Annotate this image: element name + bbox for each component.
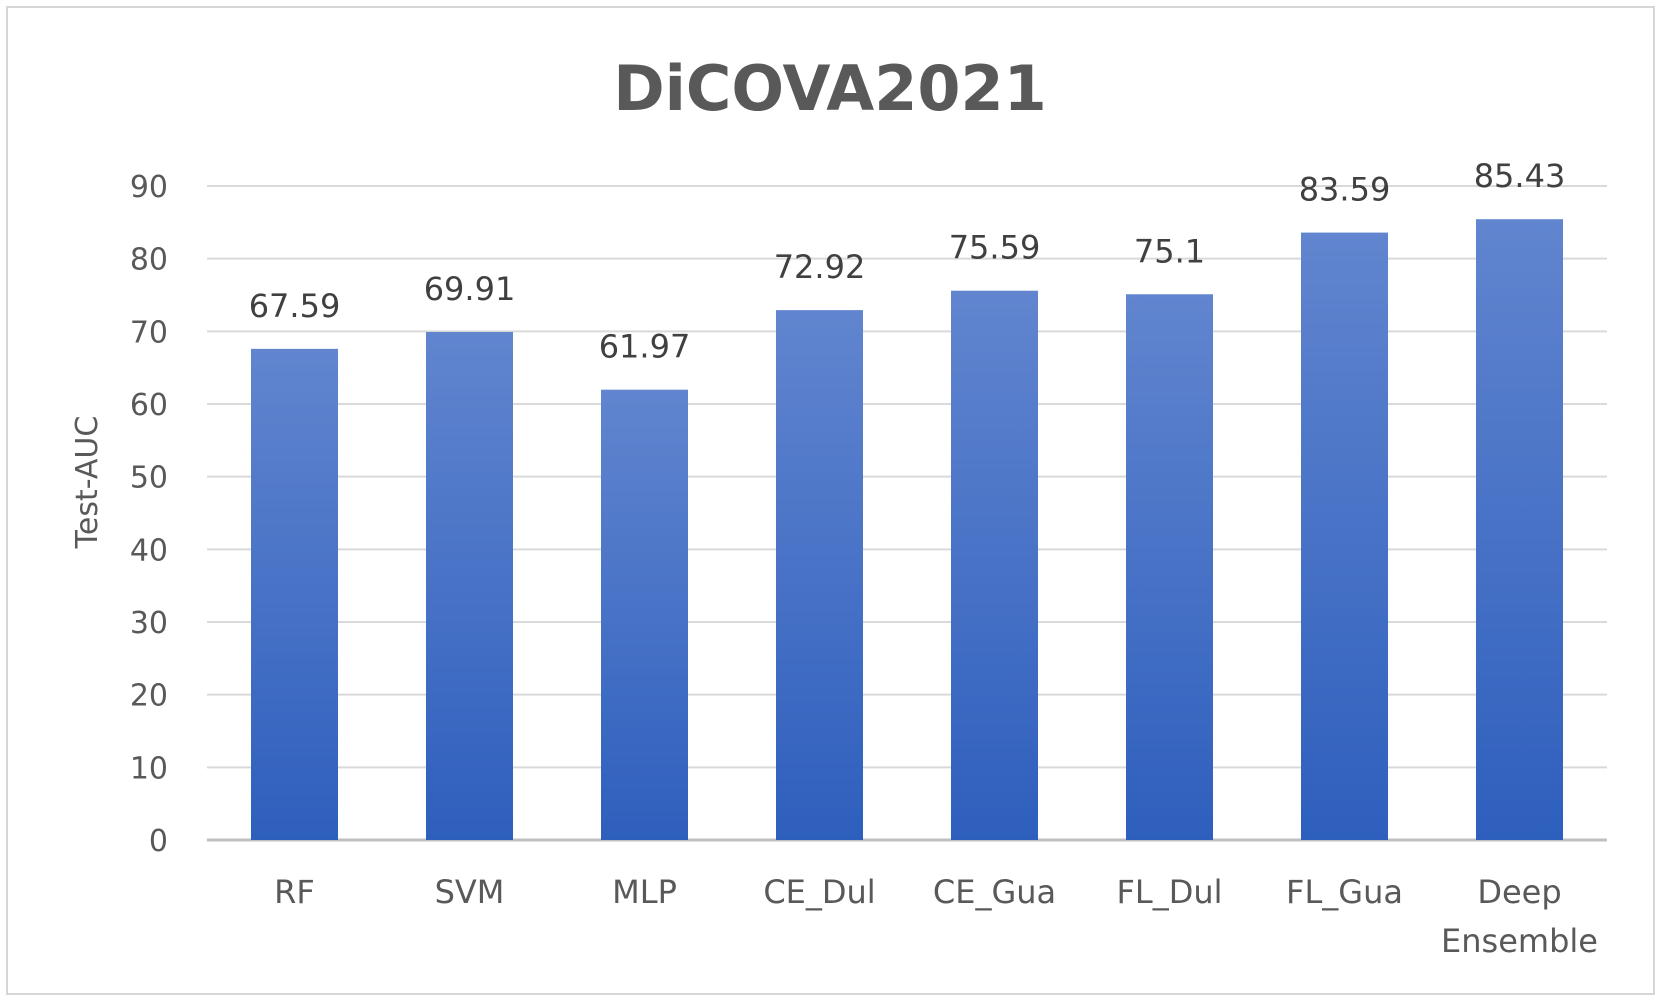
x-category-label: FL_Gua — [1286, 873, 1403, 911]
x-category-line: MLP — [612, 873, 677, 911]
data-label: 67.59 — [249, 287, 341, 325]
data-label: 61.97 — [599, 328, 691, 366]
value-labels: 67.59 69.91 61.97 72.92 75.59 75.1 83.59 85.43 — [249, 157, 1566, 365]
x-category-label: CE_Gua — [933, 873, 1056, 911]
y-tick-label: 0 — [149, 824, 168, 859]
x-category-label: MLP — [612, 873, 677, 911]
x-category-line: FL_Gua — [1286, 873, 1403, 911]
bar — [1126, 294, 1213, 841]
x-category-label: CE_Dul — [763, 873, 875, 911]
data-label: 83.59 — [1299, 171, 1391, 209]
x-axis-categories: RF SVM MLP CE_Dul CE_Gua FL_Dul FL_Gua Deep Ense… — [274, 873, 1598, 960]
y-tick-label: 60 — [130, 388, 168, 423]
gridlines — [207, 185, 1607, 842]
bars — [251, 219, 1563, 841]
x-category-line: Deep — [1477, 873, 1561, 911]
data-label: 85.43 — [1474, 157, 1566, 195]
y-axis-label: Test-AUC — [70, 416, 105, 550]
y-tick-label: 80 — [130, 243, 168, 278]
y-tick-label: 90 — [130, 170, 168, 205]
y-axis-ticks: 0 10 20 30 40 50 60 70 80 90 — [130, 170, 168, 859]
data-label: 69.91 — [424, 270, 516, 308]
x-category-line: Ensemble — [1441, 922, 1598, 960]
y-tick-label: 10 — [130, 751, 168, 786]
x-category-line: FL_Dul — [1116, 873, 1222, 911]
bar — [251, 348, 338, 840]
x-category-label: RF — [274, 873, 315, 911]
bar — [776, 310, 863, 841]
x-category-label: FL_Dul — [1116, 873, 1222, 911]
x-category-line: RF — [274, 873, 315, 911]
bar — [601, 389, 688, 840]
chart-title: DiCOVA2021 — [613, 52, 1047, 125]
y-tick-label: 50 — [130, 461, 168, 496]
y-tick-label: 40 — [130, 533, 168, 568]
data-label: 72.92 — [774, 248, 866, 286]
x-category-line: CE_Gua — [933, 873, 1056, 911]
x-category-label: SVM — [435, 873, 505, 911]
bar — [951, 290, 1038, 841]
x-category-label: Deep Ensemble — [1441, 873, 1598, 960]
x-category-line: SVM — [435, 873, 505, 911]
data-label: 75.59 — [949, 229, 1041, 267]
x-category-line: CE_Dul — [763, 873, 875, 911]
y-tick-label: 30 — [130, 606, 168, 641]
y-tick-label: 70 — [130, 315, 168, 350]
bar — [1476, 219, 1563, 840]
bar — [1301, 232, 1388, 840]
bar — [426, 331, 513, 840]
y-tick-label: 20 — [130, 679, 168, 714]
data-label: 75.1 — [1134, 232, 1205, 270]
